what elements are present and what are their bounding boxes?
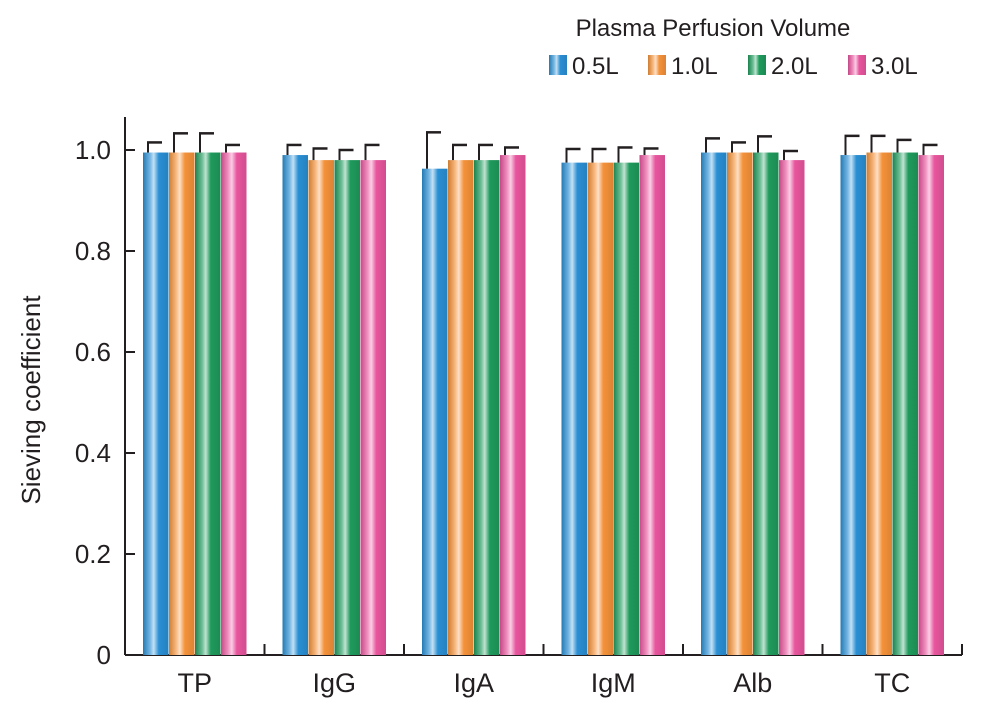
y-tick-label: 0.8	[75, 236, 111, 266]
x-tick-label: IgM	[591, 668, 636, 698]
bar	[360, 160, 386, 655]
x-tick-label: TP	[177, 668, 212, 698]
bar	[500, 155, 526, 656]
legend-swatch	[848, 55, 866, 75]
bar	[587, 162, 613, 655]
bar	[334, 160, 360, 655]
bar	[840, 155, 866, 656]
legend-item: 0.5L	[549, 53, 619, 80]
bar	[779, 160, 805, 655]
legend-swatch	[648, 55, 666, 75]
bar	[892, 152, 918, 655]
bar	[221, 152, 247, 655]
x-tick-label: IgG	[312, 668, 356, 698]
bar	[282, 155, 308, 656]
x-tick-label: TC	[874, 668, 910, 698]
bar	[169, 152, 195, 655]
legend-title: Plasma Perfusion Volume	[576, 15, 851, 42]
legend-swatch	[549, 55, 567, 75]
y-tick-label: 0.4	[75, 438, 111, 468]
y-axis-label: Sieving coefficient	[16, 295, 46, 505]
bar	[474, 160, 500, 655]
bar	[866, 152, 892, 655]
legend: Plasma Perfusion Volume 0.5L 1.0L 2.0L 3.0L	[549, 15, 918, 80]
bar	[422, 168, 448, 655]
legend-label: 2.0L	[771, 53, 818, 80]
bar	[195, 152, 221, 655]
x-tick-label: Alb	[733, 668, 772, 698]
bar	[727, 152, 753, 655]
legend-label: 1.0L	[671, 53, 718, 80]
legend-item: 2.0L	[748, 53, 818, 80]
bar	[639, 155, 665, 656]
bar	[308, 160, 334, 655]
y-tick-label: 1.0	[75, 135, 111, 165]
bar	[918, 155, 944, 656]
bar	[143, 152, 169, 655]
y-tick-label: 0	[97, 640, 111, 670]
x-tick-label: IgA	[453, 668, 494, 698]
y-tick-label: 0.6	[75, 337, 111, 367]
legend-item: 3.0L	[848, 53, 918, 80]
bar	[561, 162, 587, 655]
legend-swatch	[748, 55, 766, 75]
bar	[613, 162, 639, 655]
y-tick-label: 0.2	[75, 539, 111, 569]
bar	[448, 160, 474, 655]
legend-label: 3.0L	[871, 53, 918, 80]
bar	[753, 152, 779, 655]
bar	[701, 152, 727, 655]
legend-item: 1.0L	[648, 53, 718, 80]
legend-label: 0.5L	[572, 53, 619, 80]
